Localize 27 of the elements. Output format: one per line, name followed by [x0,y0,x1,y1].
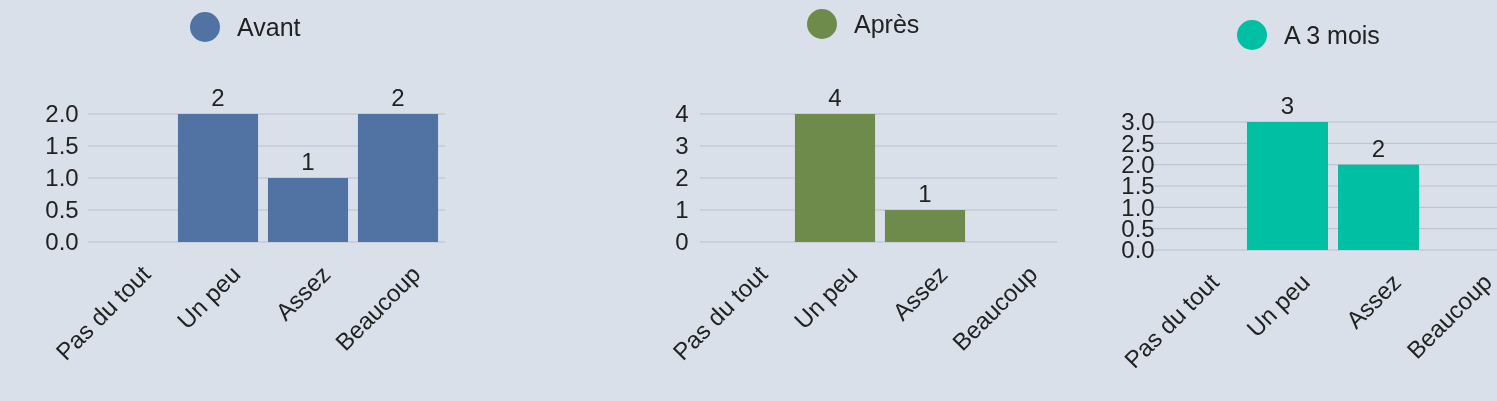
x-tick-label: Pas du tout [50,260,156,366]
x-tick-label: Un peu [788,260,863,335]
x-tick-label: Pas du tout [667,260,773,366]
y-tick-label: 1.5 [45,132,79,160]
x-tick-label: Un peu [1241,268,1315,343]
y-tick-label: 4 [675,100,689,128]
legend-label: Avant [237,12,301,41]
y-tick-label: 1.0 [45,164,79,192]
y-tick-label: 0.5 [45,196,79,224]
text: 2 [1371,134,1386,162]
text: 2 [211,84,225,111]
x-tick-label: Un peu [171,260,246,335]
y-tick-label: 1 [675,196,689,224]
y-tick-label: 0.0 [1121,236,1155,264]
y-tick-label: 0 [675,228,689,256]
x-tick-label: Pas du tout [1118,268,1225,374]
text: 1 [918,180,932,207]
y-tick-label: 2 [675,164,689,192]
legend-label: A 3 mois [1284,20,1380,49]
text: 2 [391,84,405,111]
y-tick-label: 0.0 [45,228,79,256]
text: 4 [828,84,842,111]
text: 1 [301,148,315,175]
y-tick-label: 2.0 [45,100,79,128]
legend-label: Après [854,9,920,38]
text: 3 [1280,92,1295,119]
y-tick-label: 3 [675,132,689,160]
